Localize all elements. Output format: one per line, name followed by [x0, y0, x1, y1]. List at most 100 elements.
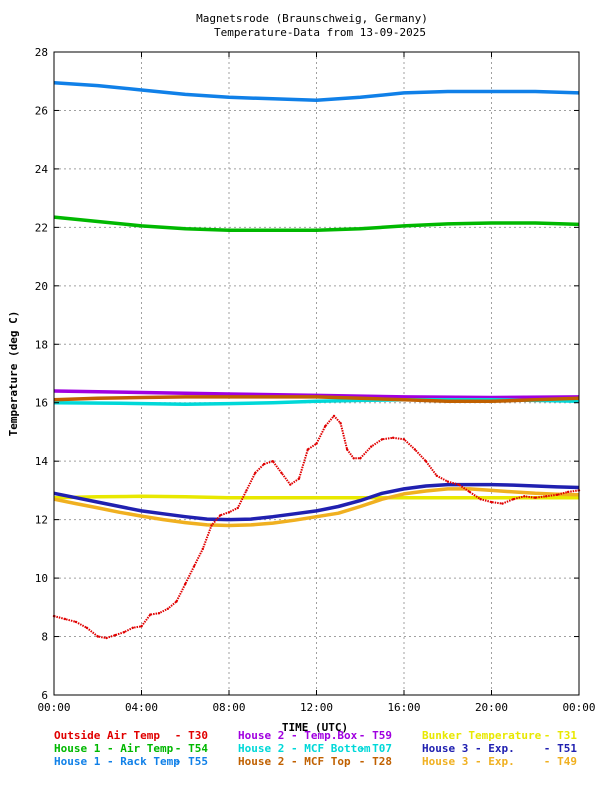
data-point-t30 — [490, 500, 493, 504]
data-point-t30 — [262, 462, 266, 466]
legend-series-name: Bunker Temperature — [422, 729, 542, 742]
x-tick-label: 08:00 — [212, 701, 245, 714]
legend-item-t07: House 2 - MCF Bottom T07- — [238, 742, 392, 755]
data-point-t30 — [339, 422, 342, 425]
y-tick-label: 10 — [35, 572, 48, 585]
y-tick-label: 14 — [35, 455, 49, 468]
data-point-t30 — [324, 424, 327, 428]
data-point-t30 — [175, 600, 178, 603]
x-tick-label: 00:00 — [562, 701, 595, 714]
legend-item-t28: House 2 - MCF Top T28- — [238, 755, 392, 768]
data-point-t30 — [114, 633, 117, 637]
series-line-t51 — [53, 482, 580, 522]
data-point-t30 — [254, 471, 257, 475]
data-point-t30 — [297, 477, 301, 480]
legend-series-code: T49 — [557, 755, 577, 768]
legend-item-t59: House 2 - Temp.Box T59- — [238, 729, 392, 742]
data-point-t30 — [210, 524, 213, 527]
legend-separator: - — [175, 729, 182, 742]
legend-series-name: House 3 - Exp. — [422, 742, 515, 755]
chart-title-line1: Magnetsrode (Braunschweig, Germany) — [196, 12, 428, 25]
x-tick-label: 00:00 — [37, 701, 70, 714]
data-point-t30 — [306, 448, 309, 451]
legend-separator: - — [544, 729, 551, 742]
data-point-t30 — [424, 460, 428, 463]
legend-series-code: T54 — [188, 742, 208, 755]
data-point-t30 — [512, 498, 515, 501]
y-tick-label: 22 — [35, 221, 48, 234]
legend-series-name: House 2 - Temp.Box — [238, 729, 358, 742]
data-point-t30 — [131, 626, 134, 629]
legend-item-t49: House 3 - Exp. T49- — [422, 755, 577, 768]
legend-series-code: T31 — [557, 729, 577, 742]
series-line-t55 — [53, 80, 580, 102]
legend: Outside Air Temp T30-House 1 - Air Temp T5… — [54, 729, 577, 768]
data-point-t30 — [359, 457, 362, 460]
x-tick-label: 12:00 — [300, 701, 333, 714]
data-point-t30 — [555, 493, 559, 496]
data-point-t30 — [413, 448, 417, 451]
y-tick-label: 8 — [41, 631, 48, 644]
data-point-t30 — [545, 495, 548, 498]
data-point-t30 — [271, 460, 274, 463]
legend-series-code: T55 — [188, 755, 208, 768]
legend-series-name: Outside Air Temp — [54, 729, 160, 742]
data-point-t30 — [402, 438, 406, 441]
data-point-t30 — [219, 514, 222, 517]
legend-series-code: T28 — [372, 755, 392, 768]
x-axis-label: TIME (UTC) — [282, 721, 348, 734]
legend-separator: - — [544, 755, 551, 768]
legend-item-t51: House 3 - Exp. T51- — [422, 742, 577, 755]
legend-series-name: House 2 - MCF Bottom — [238, 742, 371, 755]
legend-separator: - — [359, 729, 366, 742]
data-point-t30 — [140, 625, 143, 628]
legend-series-name: House 2 - MCF Top — [238, 755, 351, 768]
legend-separator: - — [175, 742, 182, 755]
data-point-t30 — [457, 483, 460, 486]
y-axis-label: Temperature (deg C) — [7, 311, 20, 437]
series-line-t31 — [53, 494, 579, 500]
series-line-t49 — [53, 487, 580, 528]
data-point-t30 — [105, 636, 108, 640]
legend-separator: - — [175, 755, 182, 768]
data-point-t30 — [245, 489, 248, 492]
tick-labels: 6 8 10 12 14 16 18 20 22 24 26 28 00:00 04:00 08:00 12:… — [35, 46, 596, 714]
data-point-t30 — [96, 635, 100, 638]
data-point-t30 — [74, 620, 78, 624]
legend-item-t31: Bunker Temperature T31- — [422, 729, 577, 742]
data-point-t30 — [380, 438, 384, 441]
data-point-t30 — [479, 498, 482, 501]
data-point-t30 — [289, 483, 292, 486]
series-line-t28 — [53, 395, 580, 404]
data-point-t30 — [192, 565, 196, 568]
data-point-t30 — [345, 448, 349, 451]
data-point-t30 — [166, 607, 169, 610]
y-tick-label: 24 — [35, 163, 49, 176]
chart-title-line2: Temperature-Data from 13-09-2025 — [214, 26, 426, 39]
data-point-t30 — [435, 474, 438, 477]
x-tick-label: 04:00 — [125, 701, 158, 714]
data-point-t30 — [157, 612, 161, 615]
data-point-t30 — [370, 445, 373, 448]
y-tick-label: 20 — [35, 280, 48, 293]
y-tick-label: 26 — [35, 104, 48, 117]
data-point-t30 — [534, 496, 537, 499]
legend-item-t54: House 1 - Air Temp T54- — [54, 742, 208, 755]
data-point-t30 — [315, 442, 318, 445]
data-point-t30 — [236, 506, 239, 510]
legend-separator: - — [544, 742, 551, 755]
data-point-t30 — [501, 502, 504, 505]
x-tick-label: 16:00 — [387, 701, 420, 714]
legend-series-code: T51 — [557, 742, 577, 755]
legend-series-name: House 1 - Air Temp — [54, 742, 174, 755]
y-tick-label: 16 — [35, 397, 48, 410]
data-point-t30 — [566, 490, 570, 494]
data-point-t30 — [391, 436, 395, 439]
x-tick-label: 20:00 — [475, 701, 508, 714]
legend-series-name: House 1 - Rack Temp — [54, 755, 180, 768]
legend-series-name: House 3 - Exp. — [422, 755, 515, 768]
y-tick-label: 12 — [35, 514, 48, 527]
legend-series-code: T30 — [188, 729, 208, 742]
data-point-t30 — [468, 490, 471, 494]
